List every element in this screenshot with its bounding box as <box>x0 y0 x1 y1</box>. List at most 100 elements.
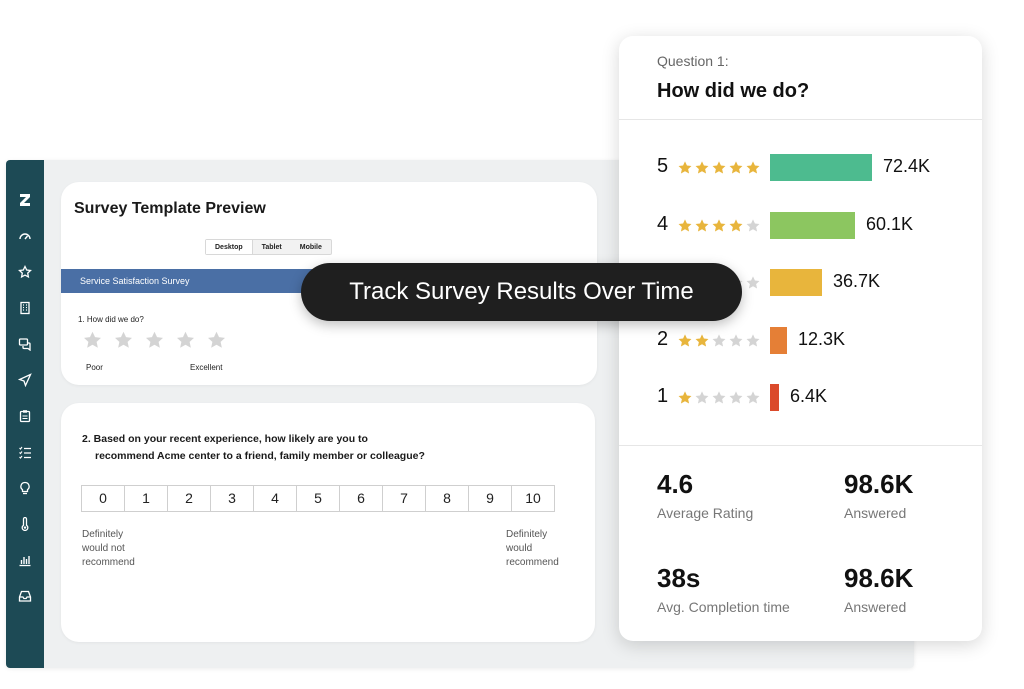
feature-callout: Track Survey Results Over Time <box>301 263 742 321</box>
star-empty-icon <box>729 333 743 347</box>
tab-mobile[interactable]: Mobile <box>299 244 322 251</box>
divider <box>619 445 982 446</box>
scale-high-label: Definitely would recommend <box>506 528 559 570</box>
stat-answered: 98.6K Answered <box>844 469 913 521</box>
star-icon[interactable] <box>206 330 227 351</box>
scale-high-label-line: Definitely <box>506 529 548 540</box>
lightbulb-icon[interactable] <box>6 470 44 506</box>
scale-option-7[interactable]: 7 <box>382 485 426 512</box>
checklist-icon[interactable] <box>6 434 44 470</box>
star-icon[interactable] <box>113 330 134 351</box>
inbox-icon[interactable] <box>6 578 44 614</box>
star-filled-icon <box>695 333 709 347</box>
clipboard-icon[interactable] <box>6 398 44 434</box>
stat-completion-time: 38s Avg. Completion time <box>657 563 790 615</box>
tab-desktop[interactable]: Desktop <box>206 240 253 254</box>
stat-value: 98.6K <box>844 563 914 593</box>
stat-label: Avg. Completion time <box>657 599 790 615</box>
star-filled-icon <box>678 333 692 347</box>
rating-row-2: 2 12.3K <box>657 326 977 356</box>
scale-low-label-line: Definitely <box>82 529 124 540</box>
star-empty-icon <box>712 333 726 347</box>
stat-average-rating: 4.6 Average Rating <box>657 469 753 521</box>
chat-icon[interactable] <box>6 326 44 362</box>
question-2-line-1: 2. Based on your recent experience, how … <box>82 433 368 445</box>
thermometer-icon[interactable] <box>6 506 44 542</box>
rating-stars <box>677 333 761 349</box>
star-empty-icon <box>695 391 709 404</box>
star-filled-icon <box>712 161 726 174</box>
rating-count: 60.1K <box>866 213 914 234</box>
rating-row-1: 1 6.4K <box>657 383 977 413</box>
rating-number: 4 <box>657 212 669 235</box>
question-2-line-2: recommend Acme center to a friend, famil… <box>95 450 425 462</box>
star-empty-icon <box>746 391 760 404</box>
scale-low-label-line: recommend <box>82 557 135 568</box>
stat-label: Answered <box>844 599 907 615</box>
scale-option-10[interactable]: 10 <box>511 485 555 512</box>
scale-option-1[interactable]: 1 <box>124 485 168 512</box>
scale-option-2[interactable]: 2 <box>167 485 211 512</box>
scale-option-3[interactable]: 3 <box>210 485 254 512</box>
stat-value: 4.6 <box>657 469 694 499</box>
bar-chart-icon[interactable] <box>6 542 44 578</box>
rating-number: 5 <box>657 155 669 177</box>
stat-label: Answered <box>844 505 907 521</box>
star-empty-icon <box>746 276 760 289</box>
rating-row-5: 5 72.4K <box>657 153 977 183</box>
star-icon[interactable] <box>175 330 196 351</box>
page-title: Survey Template Preview <box>74 200 266 217</box>
send-icon[interactable] <box>6 362 44 398</box>
rating-row-4: 4 60.1K <box>657 211 977 241</box>
star-icon[interactable] <box>6 254 44 290</box>
star-filled-icon <box>712 218 726 232</box>
rating-low-label: Poor <box>86 363 103 372</box>
building-icon[interactable] <box>6 290 44 326</box>
scale-option-6[interactable]: 6 <box>339 485 383 512</box>
rating-count: 36.7K <box>833 271 881 291</box>
star-empty-icon <box>712 391 726 404</box>
star-icon[interactable] <box>82 330 103 351</box>
star-filled-icon <box>729 218 743 232</box>
star-empty-icon <box>729 391 743 404</box>
star-icon[interactable] <box>144 330 165 351</box>
dashboard-icon[interactable] <box>6 218 44 254</box>
device-tabs: Desktop Tablet Mobile <box>205 239 332 255</box>
star-rating-input <box>82 330 227 351</box>
scale-high-label-line: would <box>506 543 533 554</box>
question-2-label: 2. Based on your recent experience, how … <box>82 431 425 465</box>
nps-scale: 0 1 2 3 4 5 6 7 8 9 10 <box>81 485 555 512</box>
rating-bar <box>770 384 779 411</box>
stat-value: 38s <box>657 563 701 593</box>
stat-label: Average Rating <box>657 505 754 521</box>
scale-high-label-line: recommend <box>506 557 559 568</box>
tab-tablet[interactable]: Tablet <box>261 244 282 251</box>
scale-option-8[interactable]: 8 <box>425 485 469 512</box>
star-filled-icon <box>695 218 709 232</box>
rating-count: 12.3K <box>798 328 846 349</box>
star-empty-icon <box>746 218 760 232</box>
rating-number: 2 <box>657 327 669 350</box>
rating-bar <box>770 211 855 239</box>
scale-option-0[interactable]: 0 <box>81 485 125 512</box>
scale-low-label: Definitely would not recommend <box>82 528 135 570</box>
stat-value: 98.6K <box>844 469 914 499</box>
star-filled-icon <box>729 161 743 174</box>
nps-question-card: 2. Based on your recent experience, how … <box>61 403 595 642</box>
rating-count: 72.4K <box>883 156 931 176</box>
rating-high-label: Excellent <box>190 363 223 372</box>
rating-stars <box>677 218 761 234</box>
scale-option-4[interactable]: 4 <box>253 485 297 512</box>
results-panel: Question 1: How did we do? 5 72.4K 4 60.1K 3… <box>619 36 982 641</box>
star-filled-icon <box>678 391 692 404</box>
logo-icon[interactable] <box>6 182 44 218</box>
question-title: How did we do? <box>657 80 810 102</box>
rating-count: 6.4K <box>790 386 828 406</box>
stat-answered-2: 98.6K Answered <box>844 563 913 615</box>
scale-option-9[interactable]: 9 <box>468 485 512 512</box>
rating-number: 1 <box>657 385 669 407</box>
divider <box>619 119 982 120</box>
scale-option-5[interactable]: 5 <box>296 485 340 512</box>
rating-bar <box>770 154 872 181</box>
star-empty-icon <box>746 333 760 347</box>
